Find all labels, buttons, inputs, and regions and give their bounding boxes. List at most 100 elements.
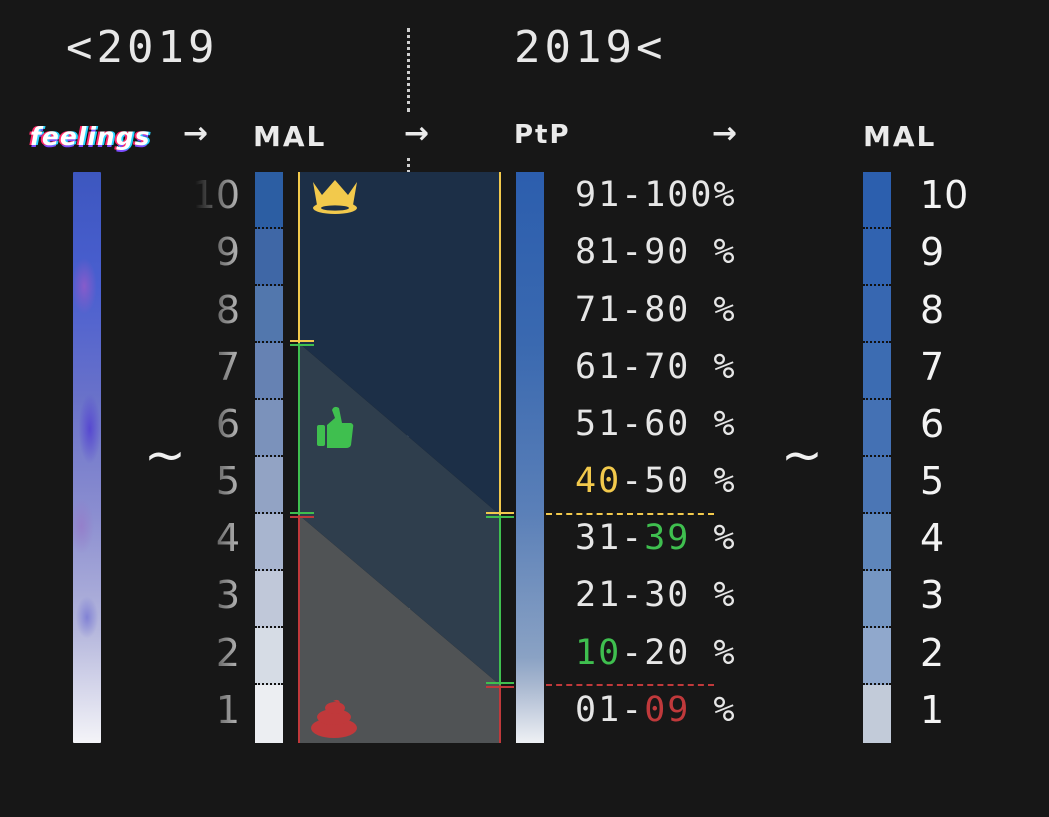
mal-left-score: 2 xyxy=(215,631,240,675)
red-threshold-line xyxy=(546,684,714,686)
range-suffix: % xyxy=(690,232,737,272)
mal-left-cell xyxy=(255,229,283,286)
mal-right-cell xyxy=(863,400,891,457)
range-sep: - xyxy=(621,175,645,215)
range-high: 80 xyxy=(644,290,691,330)
mal-right-header: MAL xyxy=(863,120,937,153)
range-low: 51 xyxy=(575,404,622,444)
range-suffix: % xyxy=(690,633,737,673)
range-suffix: % xyxy=(690,404,737,444)
range-high: 09 xyxy=(644,690,691,730)
mal-left-score: 4 xyxy=(215,516,240,560)
mal-right-score: 10 xyxy=(920,173,969,217)
ptp-range: 51-60 % xyxy=(575,396,737,453)
range-sep: - xyxy=(621,461,645,501)
feelings-label: feelings xyxy=(30,122,151,151)
mal-left-score: 9 xyxy=(215,230,240,274)
range-high: 100 xyxy=(644,175,714,215)
range-sep: - xyxy=(621,575,645,615)
range-low: 10 xyxy=(575,633,622,673)
mal-left-header: MAL xyxy=(253,120,327,153)
range-sep: - xyxy=(621,633,645,673)
mal-right-score: 6 xyxy=(920,402,945,446)
mal-left-cell xyxy=(255,685,283,743)
range-suffix: % xyxy=(690,347,737,387)
range-low: 61 xyxy=(575,347,622,387)
feelings-gradient-bar xyxy=(73,172,101,743)
range-sep: - xyxy=(621,518,645,558)
gold-threshold-line xyxy=(546,513,714,515)
range-suffix: % xyxy=(690,575,737,615)
ptp-range: 81-90 % xyxy=(575,224,737,281)
range-low: 91 xyxy=(575,175,622,215)
mal-left-score: 6 xyxy=(215,402,240,446)
era-divider-top xyxy=(407,28,410,112)
era-after-2019: 2019< xyxy=(514,22,667,73)
range-suffix: % xyxy=(713,175,737,215)
mal-right-cell xyxy=(863,628,891,685)
poop-icon xyxy=(311,699,357,738)
mapping-diagram xyxy=(290,172,514,743)
era-before-2019: <2019 xyxy=(66,22,219,73)
mal-left-cell xyxy=(255,400,283,457)
mal-right-cell xyxy=(863,343,891,400)
mal-right-score: 7 xyxy=(920,345,945,389)
mal-right-score: 9 xyxy=(920,230,945,274)
ptp-range: 21-30 % xyxy=(575,567,737,624)
arrow-icon: → xyxy=(404,116,430,151)
mal-right-cell xyxy=(863,286,891,343)
mal-left-cell xyxy=(255,571,283,628)
tilde-right: ~ xyxy=(781,426,823,484)
range-high: 60 xyxy=(644,404,691,444)
ptp-gradient-bar xyxy=(516,172,544,743)
ptp-range: 71-80 % xyxy=(575,282,737,339)
mal-right-score: 2 xyxy=(920,631,945,675)
mal-left-cell xyxy=(255,514,283,571)
tilde-left: ~ xyxy=(144,426,186,484)
range-sep: - xyxy=(621,404,645,444)
range-high: 20 xyxy=(644,633,691,673)
mal-left-cell xyxy=(255,343,283,400)
mal-right-score: 5 xyxy=(920,459,945,503)
range-low: 81 xyxy=(575,232,622,272)
range-high: 30 xyxy=(644,575,691,615)
mal-right-score: 3 xyxy=(920,573,945,617)
ptp-range: 01-09 % xyxy=(575,682,737,739)
ptp-range: 31-39 % xyxy=(575,510,737,567)
range-low: 31 xyxy=(575,518,622,558)
range-suffix: % xyxy=(690,290,737,330)
mal-left-cell xyxy=(255,286,283,343)
mal-right-score: 8 xyxy=(920,288,945,332)
ptp-range: 91-100% xyxy=(575,167,737,224)
thumbs-up-icon xyxy=(317,406,354,448)
range-high: 90 xyxy=(644,232,691,272)
mal-left-cell xyxy=(255,457,283,514)
mal-right-cell xyxy=(863,685,891,743)
mal-right-cell xyxy=(863,457,891,514)
range-low: 21 xyxy=(575,575,622,615)
arrow-icon: → xyxy=(183,116,209,151)
ptp-header: PtP xyxy=(514,120,571,150)
range-suffix: % xyxy=(690,461,737,501)
mal-left-score: 8 xyxy=(215,288,240,332)
arrow-icon: → xyxy=(712,116,738,151)
range-sep: - xyxy=(621,290,645,330)
range-suffix: % xyxy=(690,518,737,558)
bad-zone xyxy=(299,515,500,743)
ptp-range: 40-50 % xyxy=(575,453,737,510)
crown-icon xyxy=(313,180,357,214)
mal-left-score: 5 xyxy=(215,459,240,503)
mal-left-score: 3 xyxy=(215,573,240,617)
mal-right-cell xyxy=(863,571,891,628)
mal-left-score: 1 xyxy=(215,688,240,732)
mal-right-score: 4 xyxy=(920,516,945,560)
range-sep: - xyxy=(621,232,645,272)
mal-right-score: 1 xyxy=(920,688,945,732)
range-high: 39 xyxy=(644,518,691,558)
mal-right-cell xyxy=(863,172,891,229)
range-sep: - xyxy=(621,690,645,730)
mal-left-cell xyxy=(255,628,283,685)
mal-left-cell xyxy=(255,172,283,229)
range-high: 50 xyxy=(644,461,691,501)
right-scale-fade xyxy=(823,172,863,743)
